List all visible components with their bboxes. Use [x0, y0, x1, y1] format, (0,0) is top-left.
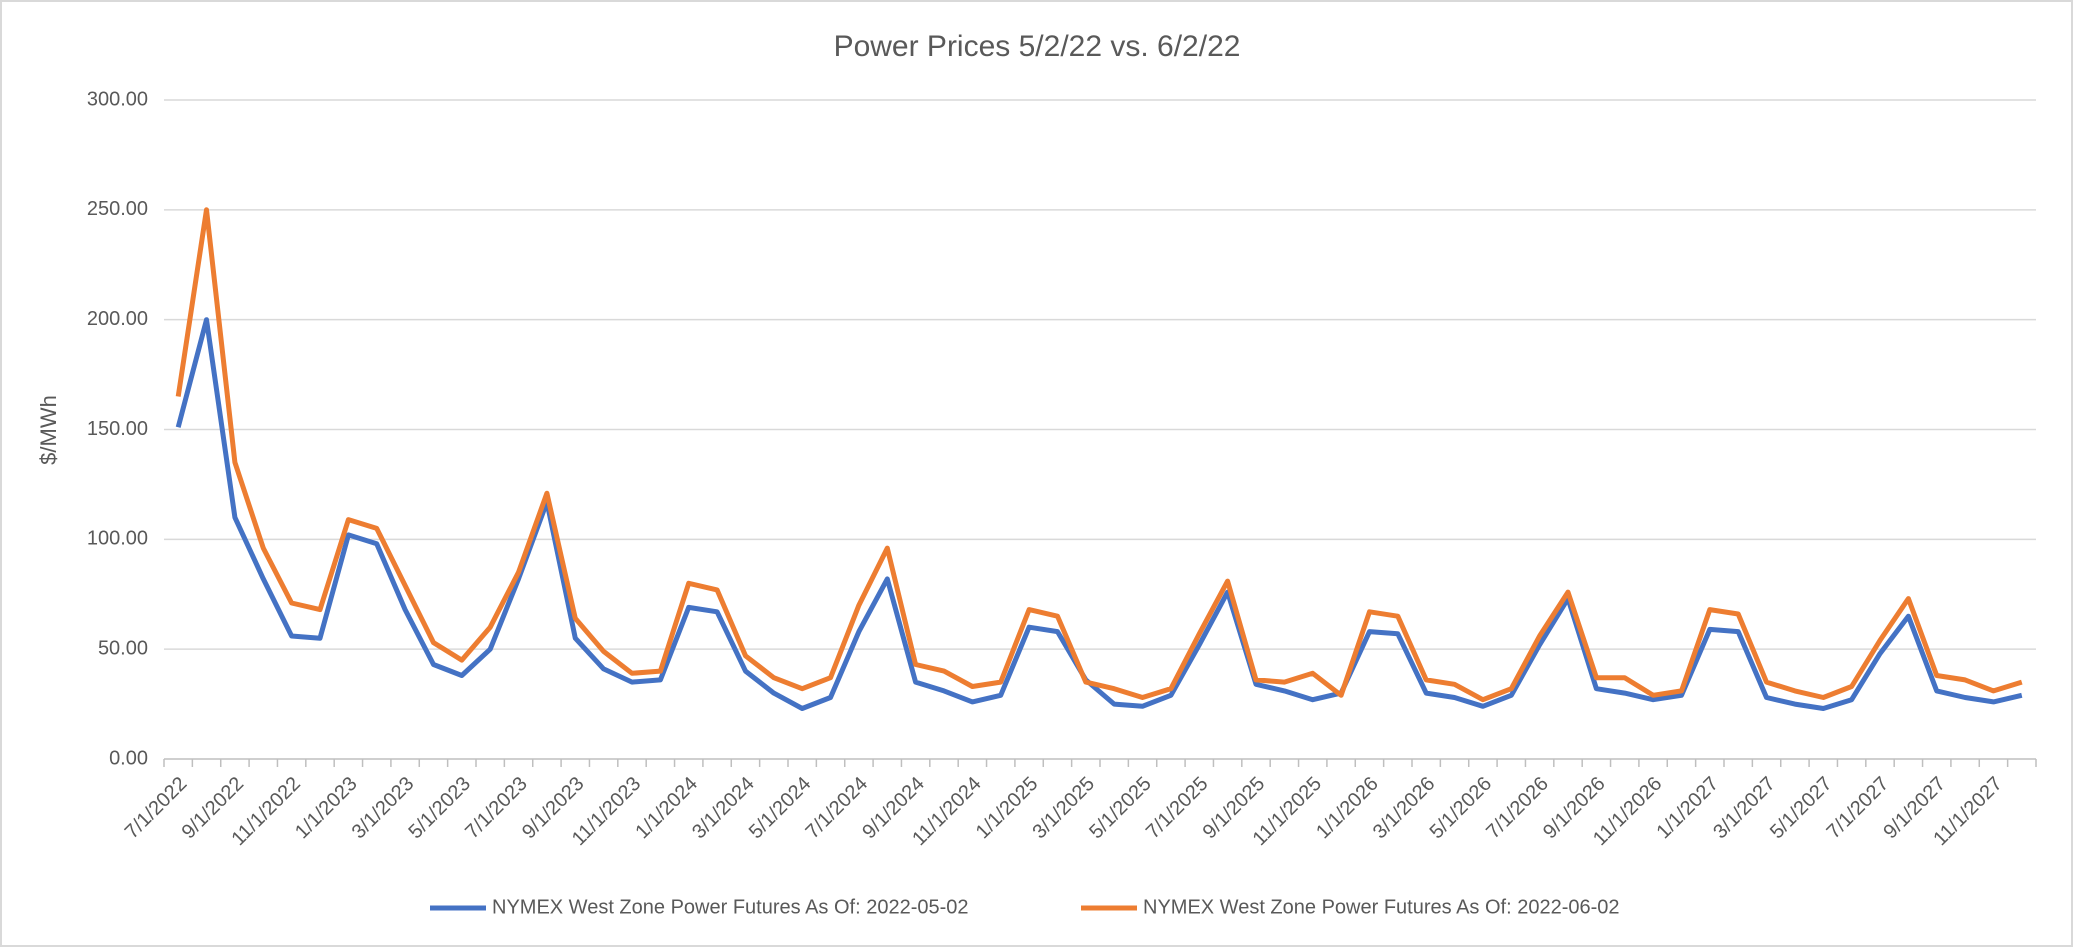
series-line: [175, 317, 2023, 711]
y-tick-label: 50.00: [98, 637, 148, 659]
y-tick-label: 0.00: [109, 747, 148, 769]
y-tick-label: 250.00: [87, 198, 148, 220]
legend-label: NYMEX West Zone Power Futures As Of: 202…: [1143, 896, 1620, 918]
legend-label: NYMEX West Zone Power Futures As Of: 202…: [492, 896, 969, 918]
y-tick-label: 150.00: [87, 418, 148, 440]
series-line: [175, 207, 2023, 703]
y-tick-label: 300.00: [87, 88, 148, 110]
chart-title: Power Prices 5/2/22 vs. 6/2/22: [834, 30, 1241, 63]
y-axis-label: $/MWh: [36, 395, 61, 465]
y-tick-label: 100.00: [87, 528, 148, 550]
y-tick-label: 200.00: [87, 308, 148, 330]
